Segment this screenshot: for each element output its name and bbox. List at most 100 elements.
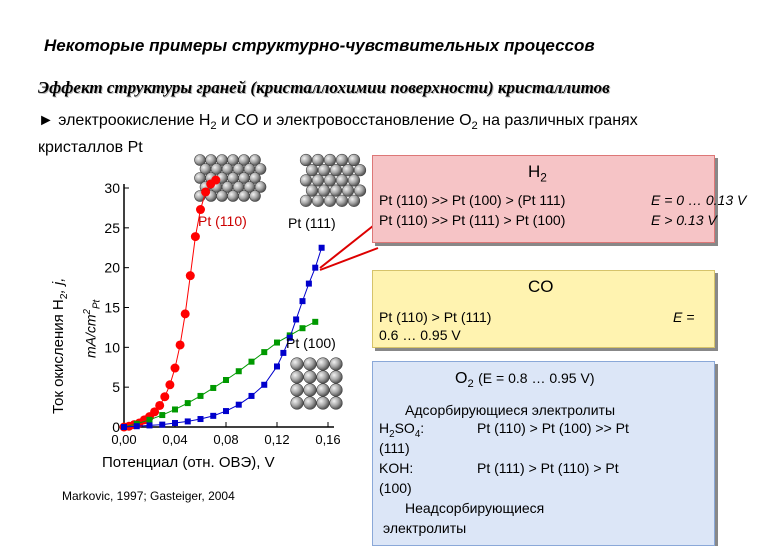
bullet-part-1: ► электроокисление H (38, 112, 211, 129)
data-point (133, 423, 140, 430)
x-axis-label: Потенциал (отн. ОВЭ), V (102, 454, 275, 471)
atom (329, 396, 343, 410)
atom (323, 174, 337, 187)
atom (303, 370, 317, 384)
x-tick-label: 0,12 (264, 432, 289, 447)
y-tick-label: 15 (104, 300, 120, 316)
atom (353, 184, 367, 197)
data-point (248, 358, 255, 365)
subscript: 2 (467, 378, 474, 391)
atom (347, 153, 361, 167)
h2so4-order-end: (111) (379, 440, 410, 456)
data-point (160, 392, 170, 402)
chart-marks (119, 175, 325, 432)
data-point (155, 400, 165, 410)
h2so4-order: Pt (110) > Pt (100) >> Pt (477, 420, 629, 436)
y-tick-label: 25 (104, 220, 120, 236)
y-tick-label: 20 (104, 260, 120, 276)
data-point (210, 384, 217, 391)
h2so4-label: H (379, 420, 390, 436)
data-point (150, 407, 160, 417)
data-point (172, 406, 178, 413)
atom (329, 184, 343, 197)
atom (311, 153, 325, 167)
data-point (184, 418, 191, 425)
atom (316, 370, 330, 384)
atom (316, 357, 330, 371)
non-adsorbing-electrolytes-heading: Неадсорбирующиеся (405, 500, 545, 516)
chart-axes: 0 5 10 15 20 25 30 0,00 0,04 0,08 0,12 0,16 (104, 180, 340, 447)
data-point (235, 401, 242, 408)
data-point (293, 316, 300, 323)
data-point (274, 363, 280, 370)
data-point (201, 187, 211, 197)
data-point (211, 175, 221, 185)
data-point (197, 392, 204, 399)
data-point (261, 349, 268, 356)
atom (254, 163, 267, 175)
atom (249, 172, 261, 184)
data-point (172, 420, 178, 427)
data-point (146, 422, 153, 429)
subscript: 2 (389, 428, 395, 440)
y-tick-label: 0 (112, 419, 120, 435)
h2-order-line-1: Pt (110) >> Pt (100) > (Pt 111) (379, 192, 566, 208)
page-subtitle: Эффект структуры граней (кристаллохимии … (38, 78, 610, 97)
bullet-text: ► электроокисление H2 и CO и электровосс… (38, 110, 718, 158)
subscript: 2 (58, 293, 70, 300)
data-point (197, 416, 204, 423)
data-point (223, 408, 229, 415)
page-title: Некоторые примеры структурно-чувствитель… (44, 36, 595, 55)
atom (335, 174, 349, 187)
data-point (165, 380, 175, 390)
subscript: 2 (540, 170, 547, 185)
co-condition-value: 0.6 … 0.95 V (379, 327, 461, 343)
atom (347, 174, 361, 187)
data-point (210, 412, 217, 419)
adsorbing-electrolytes-heading: Адсорбирующиеся электролиты (405, 402, 616, 418)
subscript: 2 (471, 120, 478, 133)
atom (317, 184, 331, 197)
data-point (184, 400, 191, 407)
atom (290, 357, 304, 371)
y-axis-label: Ток окисления H2, j, (50, 278, 70, 414)
atom (290, 396, 304, 410)
atom (305, 164, 319, 177)
atom (311, 194, 325, 207)
y-tick-label: 5 (112, 379, 120, 395)
atom (341, 184, 355, 197)
atom (311, 174, 325, 187)
atom (299, 194, 313, 207)
subscript: 4 (414, 428, 421, 440)
o2-heading-text: O (455, 370, 468, 387)
data-point (318, 244, 325, 251)
atom (353, 164, 367, 177)
h2so4-row: H2SO4: (379, 420, 424, 440)
h2so4-label-mid: SO (394, 420, 415, 436)
data-point (299, 325, 306, 332)
data-point (261, 381, 268, 388)
co-condition-label: E = (673, 309, 695, 325)
data-point (248, 392, 255, 399)
h2-box-heading: H2 (528, 162, 547, 184)
atom (335, 194, 349, 207)
data-point (305, 280, 312, 287)
atom (303, 357, 317, 371)
atom (249, 190, 261, 202)
bullet-part-3: на различных гранях кристаллов Pt (38, 112, 638, 157)
atom (299, 153, 313, 167)
atom (347, 194, 361, 207)
data-point (274, 339, 280, 346)
atom (238, 190, 250, 202)
data-point (286, 334, 293, 341)
y-axis-unit: mA/cm2Pt (82, 300, 102, 358)
data-point (121, 424, 127, 430)
atom (335, 153, 349, 167)
data-point (170, 363, 180, 373)
atom (341, 164, 355, 177)
y-tick-label: 30 (104, 180, 120, 196)
co-box: CO Pt (110) > Pt (111) E = 0.6 … 0.95 V (372, 270, 715, 348)
citation: Markovic, 1997; Gasteiger, 2004 (62, 489, 235, 503)
data-point (159, 412, 166, 419)
pt111-crystal-model-icon (299, 153, 367, 207)
